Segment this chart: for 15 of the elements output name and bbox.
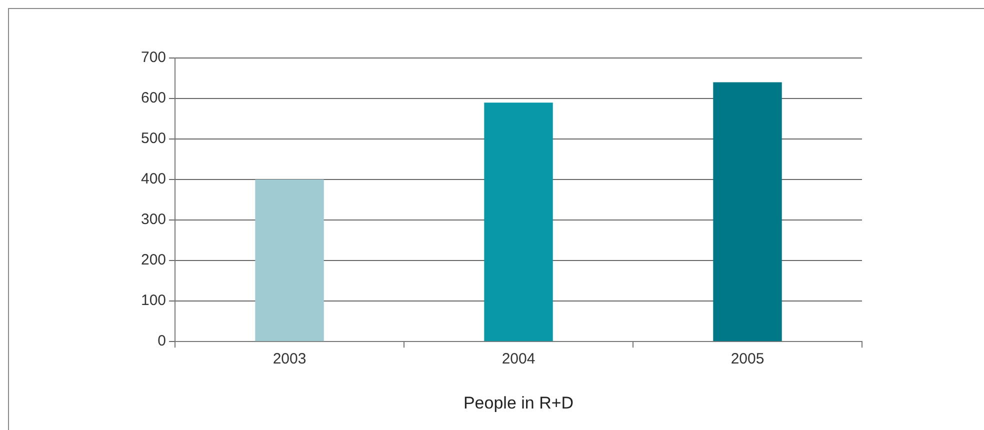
x-tick-label: 2003 bbox=[272, 350, 306, 368]
y-tick-label: 700 bbox=[140, 49, 166, 66]
y-tick-label: 200 bbox=[140, 252, 166, 269]
bar bbox=[255, 180, 324, 342]
y-tick-label: 400 bbox=[140, 170, 166, 188]
y-tick-label: 300 bbox=[140, 211, 166, 228]
bar bbox=[713, 82, 782, 342]
x-tick-label: 2004 bbox=[502, 350, 536, 368]
y-tick-label: 600 bbox=[140, 90, 166, 107]
y-tick-label: 0 bbox=[158, 332, 166, 350]
bar bbox=[484, 102, 553, 342]
x-tick-label: 2005 bbox=[730, 350, 764, 368]
y-tick-label: 100 bbox=[140, 292, 166, 310]
x-axis-title: People in R+D bbox=[463, 393, 574, 412]
y-tick-label: 500 bbox=[140, 130, 166, 148]
